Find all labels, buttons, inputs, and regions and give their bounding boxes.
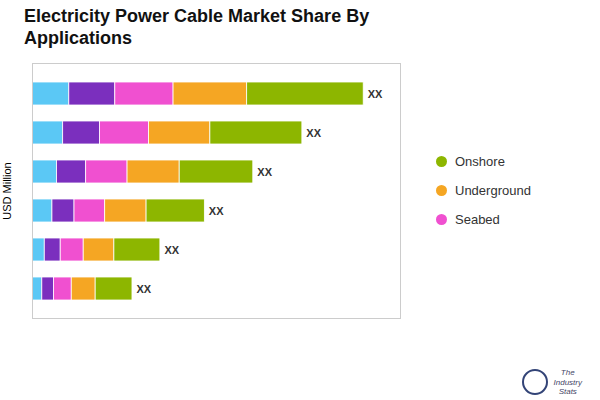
- svg-text:XX: XX: [164, 244, 179, 256]
- svg-text:XX: XX: [368, 88, 383, 100]
- svg-text:XX: XX: [209, 205, 224, 217]
- html-text:Electricity Power Cable Market: Electricity Power Cable Market Share By …: [24, 6, 370, 48]
- svg-text:XX: XX: [257, 166, 272, 178]
- svg-text:XX: XX: [306, 127, 321, 139]
- html-text:Seabed: Seabed: [455, 212, 500, 228]
- svg-text:USD Million: USD Million: [1, 162, 13, 219]
- html-text:Underground: Underground: [455, 183, 531, 199]
- svg-text:XX: XX: [136, 283, 151, 295]
- html-text:Onshore: Onshore: [455, 154, 505, 170]
- html-text:The Industry Stats: The Industry Stats: [553, 368, 582, 396]
